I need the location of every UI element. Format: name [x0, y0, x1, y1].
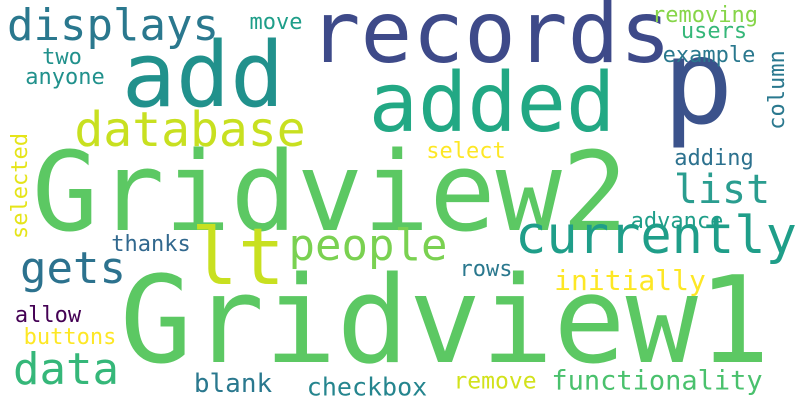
word-blank: blank — [193, 369, 273, 399]
word-people: people — [288, 220, 448, 271]
word-records: records — [308, 0, 672, 83]
word-database: database — [74, 102, 306, 158]
word-displays: displays — [7, 0, 219, 51]
word-adding: adding — [674, 146, 754, 171]
word-currently: currently — [515, 206, 797, 266]
word-added: added — [368, 56, 616, 151]
word-checkbox: checkbox — [306, 372, 428, 400]
word-thanks: thanks — [111, 232, 191, 257]
word-gridview2: Gridview2 — [31, 128, 629, 256]
word-removing: removing — [652, 3, 758, 28]
word-remove: remove — [453, 368, 537, 395]
word-lt: lt — [191, 213, 285, 303]
word-users: users — [680, 19, 748, 44]
word-buttons: buttons — [23, 325, 117, 350]
word-rows: rows — [459, 257, 513, 282]
word-anyone: anyone — [25, 65, 105, 90]
word-gridview1: Gridview1 — [119, 252, 771, 391]
word-initially: initially — [554, 264, 706, 297]
word-list: list — [673, 167, 771, 213]
word-advance: advance — [630, 209, 724, 234]
word-select: select — [426, 139, 506, 164]
word-add: add — [121, 23, 285, 128]
word-selected: selected — [8, 133, 33, 239]
word-gets: gets — [20, 243, 126, 294]
word-allow: allow — [14, 303, 82, 328]
word-example: example — [662, 43, 756, 68]
word-two: two — [42, 45, 82, 70]
word-functionality: functionality — [551, 365, 763, 397]
word-column: column — [765, 50, 790, 130]
word-data: data — [13, 344, 119, 395]
word-p: p — [662, 13, 734, 151]
word-move: move — [249, 10, 303, 35]
